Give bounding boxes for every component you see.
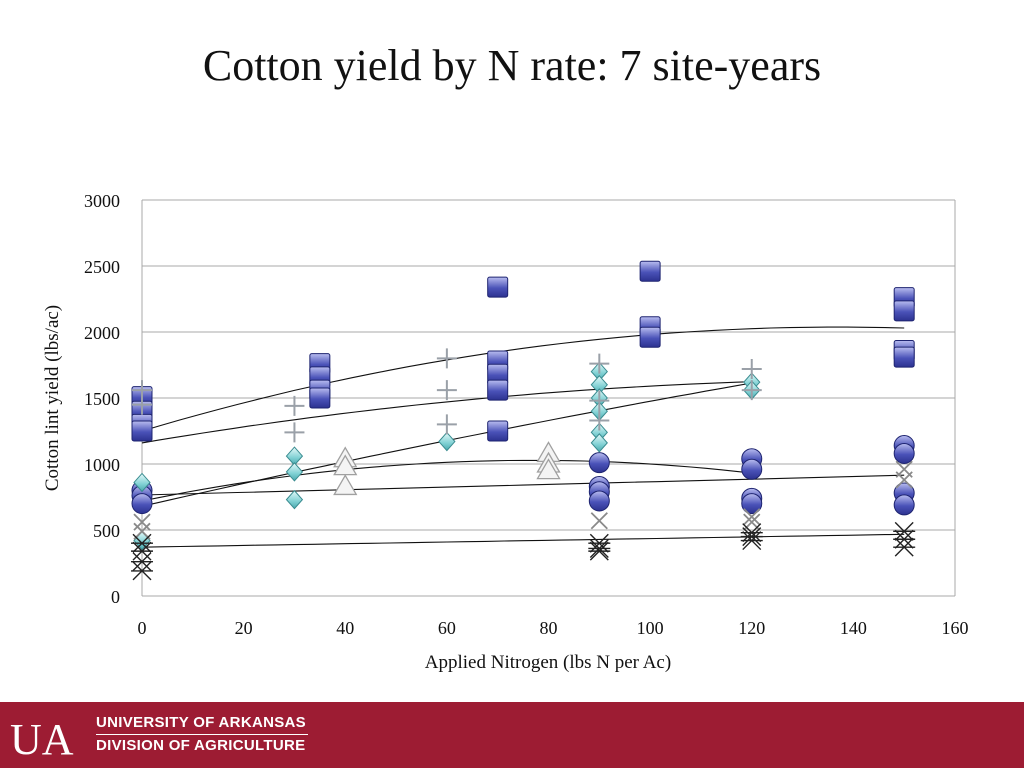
scatter-chart: 0 500 1000 1500 2000 2500 3000 0 20 40 60 80 100 120 1… <box>0 0 1024 700</box>
footer-bar <box>0 702 1024 768</box>
data-point <box>439 433 455 451</box>
footer-divider <box>96 734 308 735</box>
data-point <box>488 421 508 441</box>
data-point <box>588 539 610 557</box>
data-point <box>640 327 660 347</box>
data-point <box>286 463 302 481</box>
data-point <box>893 538 915 556</box>
data-point <box>132 421 152 441</box>
data-point <box>437 414 457 434</box>
x-tick-label: 20 <box>235 618 253 638</box>
data-point <box>894 495 914 515</box>
data-point <box>488 277 508 297</box>
data-point <box>894 443 914 463</box>
y-tick-label: 2500 <box>84 257 120 277</box>
y-tick-label: 2000 <box>84 323 120 343</box>
data-point <box>286 491 302 509</box>
data-point <box>741 532 763 550</box>
university-logo: UA <box>8 708 92 762</box>
data-point <box>132 494 152 514</box>
data-point <box>588 542 610 560</box>
data-point <box>640 261 660 281</box>
data-point <box>284 422 304 442</box>
footer-line-university: UNIVERSITY OF ARKANSAS <box>96 714 306 731</box>
data-point <box>437 348 457 368</box>
y-axis-label: Cotton lint yield (lbs/ac) <box>42 305 63 491</box>
x-tick-label: 60 <box>438 618 456 638</box>
data-point <box>742 359 762 379</box>
data-point <box>488 380 508 400</box>
trend-line <box>142 534 904 547</box>
x-axis-label: Applied Nitrogen (lbs N per Ac) <box>425 652 671 673</box>
footer-line-division: DIVISION OF AGRICULTURE <box>96 737 305 754</box>
tick-labels: 0 500 1000 1500 2000 2500 3000 0 20 40 60 80 100 120 1… <box>84 191 969 638</box>
y-tick-label: 3000 <box>84 191 120 211</box>
x-tick-label: 160 <box>942 618 969 638</box>
data-point <box>591 513 607 529</box>
trend-line <box>142 460 752 501</box>
data-point <box>894 347 914 367</box>
x-tick-label: 40 <box>336 618 354 638</box>
data-point <box>589 410 609 430</box>
x-tick-label: 80 <box>540 618 558 638</box>
data-point <box>334 475 356 494</box>
trend-line <box>142 475 904 495</box>
data-point <box>284 396 304 416</box>
y-tick-label: 500 <box>93 521 120 541</box>
y-tick-label: 1000 <box>84 455 120 475</box>
data-point <box>894 301 914 321</box>
trend-line <box>142 327 904 431</box>
data-point <box>591 434 607 452</box>
data-point <box>437 380 457 400</box>
y-tick-label: 1500 <box>84 389 120 409</box>
logo-text: UA <box>10 715 74 762</box>
data-point <box>589 391 609 411</box>
x-tick-label: 100 <box>637 618 664 638</box>
x-tick-label: 120 <box>738 618 765 638</box>
y-tick-label: 0 <box>111 587 120 607</box>
data-point <box>742 459 762 479</box>
x-tick-label: 140 <box>840 618 867 638</box>
trend-lines <box>142 327 904 547</box>
data-points <box>131 261 915 580</box>
data-point <box>589 491 609 511</box>
data-point <box>310 388 330 408</box>
data-point <box>589 453 609 473</box>
x-tick-label: 0 <box>138 618 147 638</box>
